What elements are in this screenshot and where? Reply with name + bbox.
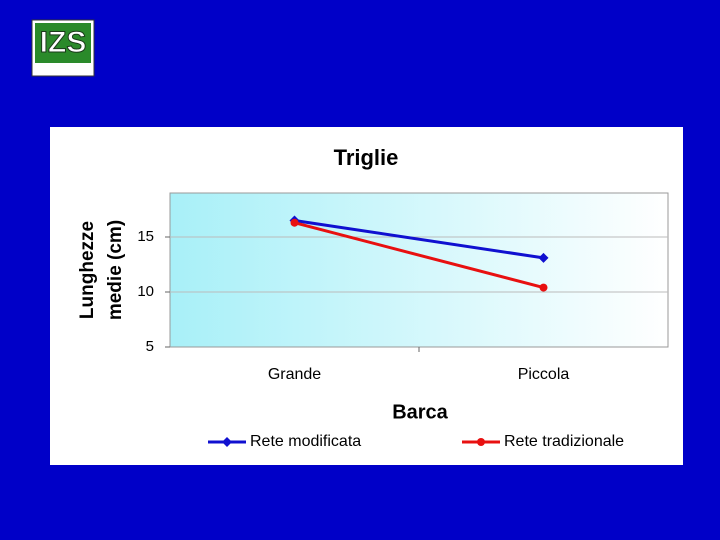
y-axis-label: Lunghezze [77, 221, 98, 319]
legend-label: Rete tradizionale [504, 433, 624, 450]
y-tick-label: 15 [137, 228, 154, 245]
series-line [294, 221, 544, 290]
logo-text: IZS [40, 26, 87, 59]
marker [539, 283, 548, 292]
legend-label: Rete modificata [250, 433, 361, 450]
legend-marker [477, 438, 485, 446]
x-axis-label: Barca [392, 401, 448, 423]
plot-area [169, 192, 669, 348]
marker [538, 252, 549, 263]
x-tick-label: Grande [268, 366, 321, 383]
y-tick-label: 10 [137, 283, 154, 300]
y-tick-label: 5 [146, 338, 154, 355]
x-tick-label: Piccola [518, 366, 570, 383]
legend-marker [222, 437, 232, 447]
series-line [294, 219, 544, 260]
logo-field [35, 23, 91, 63]
logo: IZS [31, 19, 95, 77]
chart-title: Triglie [334, 145, 399, 170]
y-axis-label: medie (cm) [105, 220, 126, 320]
marker [290, 218, 299, 227]
